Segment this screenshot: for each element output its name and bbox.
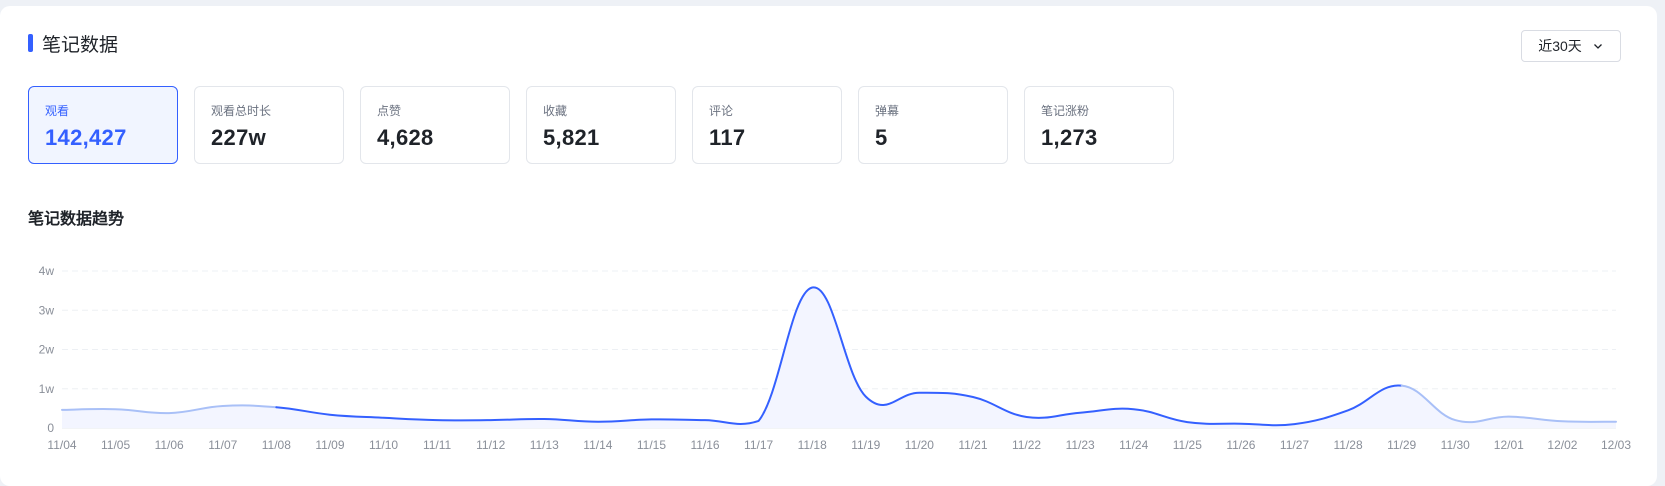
x-tick-label: 11/19	[851, 438, 880, 452]
date-range-label: 近30天	[1538, 38, 1582, 54]
x-tick-label: 11/23	[1066, 438, 1095, 452]
metric-label: 观看	[45, 104, 70, 118]
title-accent-bar	[28, 34, 33, 52]
x-tick-label: 11/09	[315, 438, 344, 452]
x-tick-label: 12/03	[1601, 438, 1631, 452]
trend-chart-title: 笔记数据趋势	[28, 211, 125, 228]
metric-label: 评论	[709, 104, 734, 118]
metric-card-comments[interactable]: 评论 117	[692, 86, 842, 164]
metric-value: 1,273	[1041, 125, 1098, 150]
series-line	[1400, 384, 1617, 424]
x-tick-label: 11/07	[208, 438, 237, 452]
x-tick-label: 11/30	[1441, 438, 1470, 452]
y-tick-label: 1w	[39, 382, 55, 396]
x-tick-label: 11/18	[798, 438, 827, 452]
x-tick-label: 11/11	[423, 438, 452, 452]
metric-card-watch-time[interactable]: 观看总时长 227w	[194, 86, 344, 164]
x-tick-label: 11/17	[744, 438, 773, 452]
x-tick-label: 11/25	[1173, 438, 1202, 452]
area-fill	[62, 287, 1616, 428]
y-tick-label: 0	[47, 421, 54, 435]
page-title: 笔记数据	[42, 35, 119, 56]
x-tick-label: 11/28	[1333, 438, 1362, 452]
y-tick-label: 4w	[39, 264, 55, 278]
y-tick-label: 2w	[39, 343, 55, 357]
x-tick-label: 11/05	[101, 438, 130, 452]
x-tick-label: 11/13	[530, 438, 559, 452]
x-tick-label: 11/10	[369, 438, 398, 452]
metric-value: 117	[709, 125, 746, 150]
x-tick-label: 11/24	[1119, 438, 1148, 452]
metric-label: 收藏	[543, 104, 568, 118]
x-tick-label: 11/20	[905, 438, 934, 452]
metric-card-favorites[interactable]: 收藏 5,821	[526, 86, 676, 164]
series-line	[275, 286, 1403, 427]
x-tick-label: 11/26	[1226, 438, 1255, 452]
x-tick-label: 12/02	[1547, 438, 1577, 452]
date-range-dropdown[interactable]: 近30天	[1521, 30, 1621, 62]
metric-value: 5	[875, 125, 888, 150]
x-tick-label: 11/12	[476, 438, 505, 452]
x-tick-label: 11/21	[958, 438, 987, 452]
x-tick-label: 11/15	[637, 438, 666, 452]
series-line	[61, 404, 278, 415]
metric-value: 227w	[211, 125, 267, 150]
y-tick-label: 3w	[39, 303, 55, 317]
metric-label: 笔记涨粉	[1041, 104, 1090, 118]
x-tick-label: 11/29	[1387, 438, 1416, 452]
x-tick-label: 11/06	[155, 438, 184, 452]
metric-card-danmaku[interactable]: 弹幕 5	[858, 86, 1008, 164]
x-tick-label: 11/08	[262, 438, 291, 452]
metric-label: 点赞	[377, 104, 402, 118]
chevron-down-icon	[1593, 44, 1602, 49]
metric-label: 观看总时长	[211, 104, 272, 118]
x-tick-label: 11/16	[690, 438, 719, 452]
metric-card-new-followers[interactable]: 笔记涨粉 1,273	[1024, 86, 1174, 164]
metric-card-likes[interactable]: 点赞 4,628	[360, 86, 510, 164]
metric-value: 142,427	[45, 125, 127, 150]
metric-label: 弹幕	[875, 104, 900, 118]
x-tick-label: 11/14	[583, 438, 612, 452]
metric-value: 5,821	[543, 125, 600, 150]
x-tick-label: 11/04	[47, 438, 76, 452]
x-tick-label: 11/27	[1280, 438, 1309, 452]
metric-card-views[interactable]: 观看 142,427	[28, 86, 178, 164]
metric-value: 4,628	[377, 125, 434, 150]
x-tick-label: 11/22	[1012, 438, 1041, 452]
x-tick-label: 12/01	[1494, 438, 1524, 452]
